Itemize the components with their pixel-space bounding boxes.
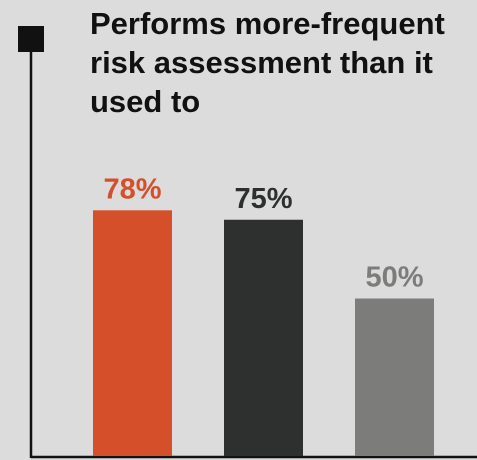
bar-1 <box>93 210 172 456</box>
title-marker-square <box>18 26 44 52</box>
bars-group <box>93 210 434 456</box>
chart-title: Performs more-frequent risk assessment t… <box>90 6 445 119</box>
bar-2 <box>224 219 303 456</box>
value-label-2: 75% <box>234 183 292 215</box>
value-label-1: 78% <box>103 173 161 205</box>
value-label-3: 50% <box>365 262 423 294</box>
value-labels-group: 78% 75% 50% <box>103 173 423 293</box>
bar-3 <box>355 298 434 456</box>
